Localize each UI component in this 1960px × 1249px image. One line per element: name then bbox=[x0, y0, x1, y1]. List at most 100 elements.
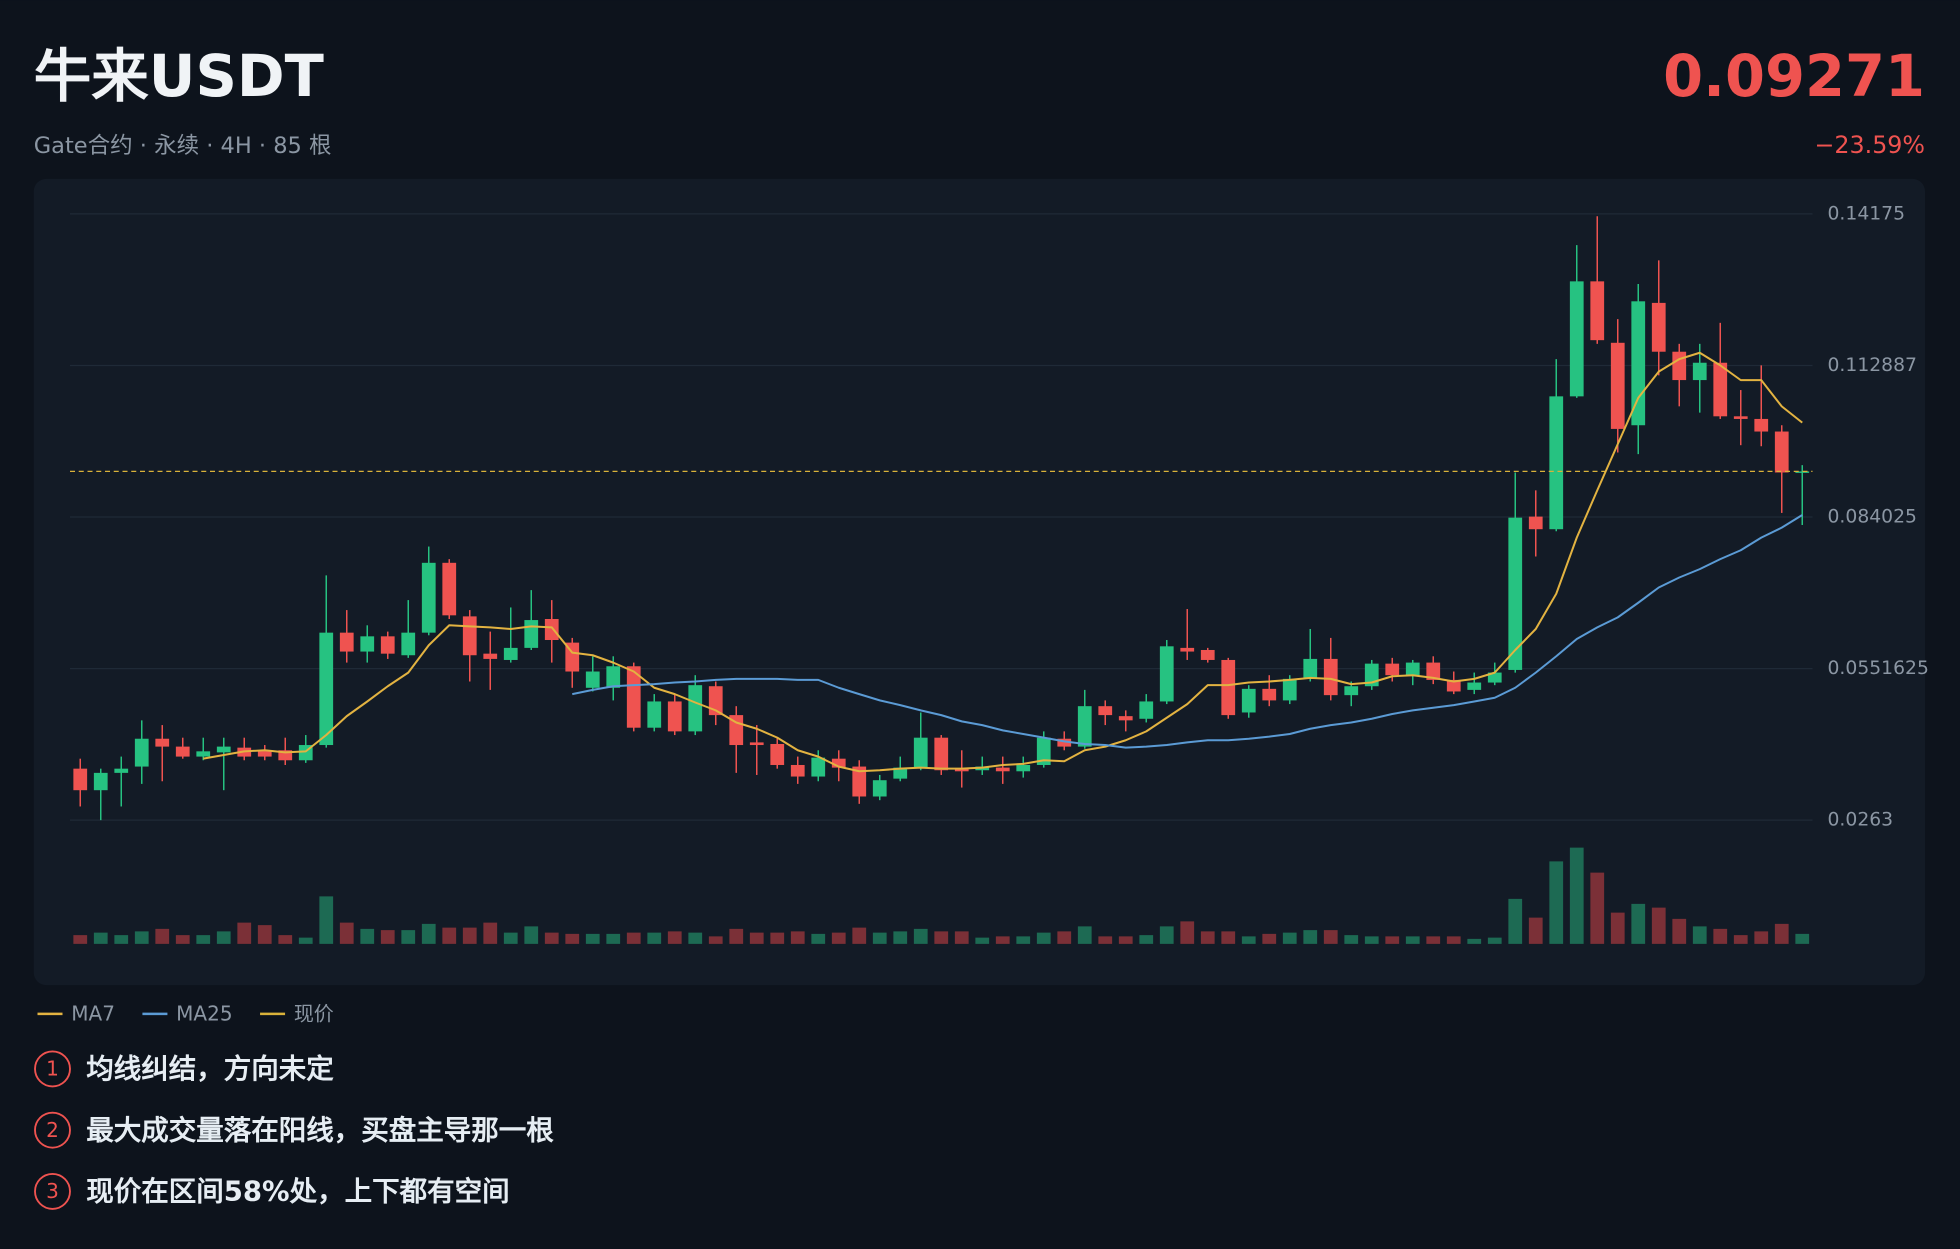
candle-body bbox=[1487, 672, 1502, 683]
note-marker bbox=[34, 1111, 71, 1149]
candle-body bbox=[1754, 418, 1769, 432]
volume-bar bbox=[1528, 917, 1543, 944]
volume-bar bbox=[462, 927, 477, 944]
candle-body bbox=[1774, 431, 1789, 473]
volume-bar bbox=[565, 933, 580, 944]
volume-bar bbox=[237, 922, 252, 944]
volume-bar bbox=[1344, 935, 1359, 944]
volume-bar bbox=[585, 933, 600, 944]
candle-body bbox=[114, 768, 129, 773]
y-tick-label: 0.0551625 bbox=[1828, 658, 1929, 679]
candle-body bbox=[278, 750, 293, 761]
volume-bar bbox=[73, 935, 88, 944]
volume-bar bbox=[1180, 921, 1195, 944]
volume-bar bbox=[1405, 936, 1420, 944]
volume-bar bbox=[544, 932, 559, 944]
candle-body bbox=[790, 764, 805, 777]
candle-body bbox=[954, 768, 969, 772]
candle-body bbox=[1385, 663, 1400, 676]
note-marker bbox=[34, 1172, 71, 1210]
candle-body bbox=[1508, 517, 1523, 670]
volume-bar bbox=[872, 932, 887, 944]
volume-bar bbox=[626, 932, 641, 944]
volume-bar bbox=[134, 931, 149, 944]
candle-body bbox=[831, 758, 846, 768]
volume-bar bbox=[1651, 907, 1666, 944]
candle-body bbox=[811, 757, 826, 777]
candle-body bbox=[1016, 764, 1031, 772]
chart-panel bbox=[33, 178, 1925, 986]
volume-bar bbox=[196, 935, 211, 944]
volume-bar bbox=[1590, 872, 1605, 944]
note-marker bbox=[34, 1050, 71, 1088]
volume-bar bbox=[1118, 936, 1133, 944]
y-tick-label: 0.0263 bbox=[1828, 810, 1894, 831]
volume-bar bbox=[1098, 936, 1113, 944]
volume-bar bbox=[1467, 938, 1482, 944]
volume-bar bbox=[1795, 933, 1810, 944]
volume-bar bbox=[1385, 936, 1400, 944]
candle-body bbox=[196, 751, 211, 757]
candle-body bbox=[1118, 716, 1133, 721]
candle-body bbox=[708, 686, 723, 716]
candle-body bbox=[1221, 659, 1236, 716]
volume-bar bbox=[1241, 936, 1256, 944]
volume-bar bbox=[257, 925, 272, 944]
volume-bar bbox=[1262, 933, 1277, 944]
volume-bar bbox=[1200, 931, 1215, 944]
volume-bar bbox=[1487, 937, 1502, 944]
candle-body bbox=[1569, 281, 1584, 397]
candle-body bbox=[913, 737, 928, 768]
volume-bar bbox=[770, 932, 785, 944]
candle-body bbox=[216, 746, 231, 753]
volume-bar bbox=[1672, 918, 1687, 944]
candle-body bbox=[1692, 362, 1707, 381]
volume-bar bbox=[1036, 932, 1051, 944]
volume-bar bbox=[1508, 898, 1523, 944]
candle-body bbox=[893, 767, 908, 779]
volume-bar bbox=[298, 937, 313, 944]
volume-bar bbox=[893, 931, 908, 944]
candle-body bbox=[1528, 516, 1543, 530]
candle-body bbox=[1590, 281, 1605, 341]
candle-body bbox=[1057, 738, 1072, 747]
volume-bar bbox=[339, 922, 354, 944]
legend-label: 现价 bbox=[294, 1002, 334, 1026]
candle-body bbox=[667, 701, 682, 732]
volume-bar bbox=[114, 935, 129, 944]
candle-body bbox=[585, 671, 600, 688]
volume-bar bbox=[1631, 903, 1646, 944]
candle-body bbox=[544, 619, 559, 641]
volume-bar bbox=[1446, 936, 1461, 944]
volume-bar bbox=[483, 922, 498, 944]
candle-body bbox=[73, 768, 88, 791]
volume-bar bbox=[667, 931, 682, 944]
candle-body bbox=[995, 767, 1010, 772]
volume-bar bbox=[954, 931, 969, 944]
candle-body bbox=[1651, 302, 1666, 352]
note-number: 1 bbox=[46, 1057, 59, 1081]
ma-line bbox=[203, 351, 1803, 773]
volume-bar bbox=[360, 928, 375, 944]
volume-bar bbox=[442, 927, 457, 944]
candle-body bbox=[175, 746, 190, 757]
candle-body bbox=[872, 780, 887, 797]
candle-body bbox=[749, 742, 764, 746]
y-tick-label: 0.112887 bbox=[1828, 355, 1917, 376]
volume-bar bbox=[790, 931, 805, 944]
volume-bar bbox=[1692, 926, 1707, 944]
candle-body bbox=[1036, 737, 1051, 765]
volume-bar bbox=[729, 928, 744, 944]
candle-body bbox=[1733, 416, 1748, 419]
candle-body bbox=[1426, 662, 1441, 680]
price-change: −23.59% bbox=[1815, 131, 1925, 159]
volume-bar bbox=[380, 930, 395, 944]
candle-body bbox=[1467, 682, 1482, 690]
candle-body bbox=[770, 743, 785, 765]
volume-bar bbox=[1077, 926, 1092, 944]
volume-bar bbox=[319, 896, 334, 944]
volume-bar bbox=[1057, 931, 1072, 944]
candle-body bbox=[934, 737, 949, 771]
volume-bar bbox=[811, 933, 826, 944]
